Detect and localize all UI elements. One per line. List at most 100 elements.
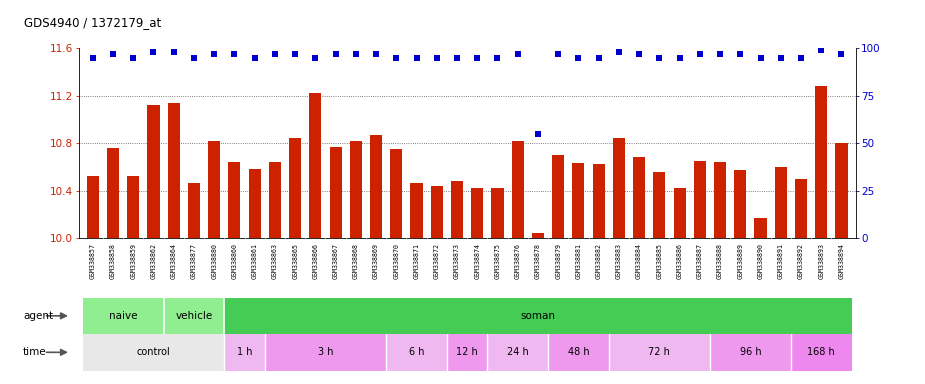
Point — [227, 51, 241, 57]
Text: GSM338865: GSM338865 — [292, 243, 298, 279]
Bar — [633, 157, 645, 238]
Text: 3 h: 3 h — [317, 347, 333, 358]
Bar — [265, 334, 387, 371]
Text: GSM338859: GSM338859 — [130, 243, 136, 279]
Text: GSM338857: GSM338857 — [90, 243, 96, 279]
Point — [672, 55, 687, 61]
Text: GSM338874: GSM338874 — [475, 243, 480, 279]
Point — [207, 51, 222, 57]
Text: GSM338890: GSM338890 — [758, 243, 763, 279]
Point — [388, 55, 403, 61]
Point — [308, 55, 323, 61]
Point — [591, 55, 606, 61]
Text: GSM338882: GSM338882 — [596, 243, 601, 279]
Text: GSM338879: GSM338879 — [555, 243, 561, 279]
Point — [753, 55, 768, 61]
Point — [733, 51, 747, 57]
Point — [429, 55, 444, 61]
Text: GSM338886: GSM338886 — [676, 243, 683, 279]
Text: GSM338884: GSM338884 — [636, 243, 642, 279]
Bar — [309, 93, 321, 238]
Text: GSM338861: GSM338861 — [252, 243, 258, 279]
Text: GSM338860: GSM338860 — [231, 243, 238, 279]
Bar — [147, 105, 160, 238]
Text: 96 h: 96 h — [740, 347, 761, 358]
Bar — [653, 172, 665, 238]
Point — [652, 55, 667, 61]
Bar — [450, 181, 463, 238]
Point — [470, 55, 485, 61]
Text: GSM338870: GSM338870 — [393, 243, 400, 279]
Text: 168 h: 168 h — [808, 347, 835, 358]
Point — [450, 55, 464, 61]
Bar — [815, 86, 827, 238]
Text: GSM338892: GSM338892 — [798, 243, 804, 279]
Text: 72 h: 72 h — [648, 347, 671, 358]
Text: GSM338873: GSM338873 — [454, 243, 460, 279]
Bar — [289, 138, 302, 238]
Bar — [795, 179, 807, 238]
Bar — [431, 186, 443, 238]
Bar — [390, 149, 402, 238]
Text: 48 h: 48 h — [568, 347, 589, 358]
Text: GSM338866: GSM338866 — [313, 243, 318, 279]
Bar — [208, 141, 220, 238]
Text: soman: soman — [521, 311, 555, 321]
Bar — [709, 334, 791, 371]
Point — [712, 51, 727, 57]
Text: GSM338885: GSM338885 — [657, 243, 662, 279]
Text: GSM338880: GSM338880 — [211, 243, 217, 279]
Point — [166, 49, 181, 55]
Bar — [107, 148, 119, 238]
Bar — [548, 334, 609, 371]
Point — [409, 55, 424, 61]
Point — [187, 55, 202, 61]
Bar — [694, 161, 706, 238]
Text: GSM338888: GSM338888 — [717, 243, 723, 279]
Bar — [128, 176, 140, 238]
Bar — [714, 162, 726, 238]
Bar — [224, 298, 852, 334]
Bar — [82, 334, 224, 371]
Text: GSM338876: GSM338876 — [514, 243, 521, 279]
Bar — [386, 334, 447, 371]
Point — [247, 55, 262, 61]
Bar — [835, 143, 847, 238]
Point — [794, 55, 808, 61]
Text: GSM338887: GSM338887 — [697, 243, 703, 279]
Bar — [734, 170, 746, 238]
Point — [571, 55, 586, 61]
Text: GSM338858: GSM338858 — [110, 243, 116, 279]
Text: GSM338878: GSM338878 — [535, 243, 541, 279]
Bar — [447, 334, 487, 371]
Text: GSM338883: GSM338883 — [616, 243, 622, 279]
Point — [267, 51, 282, 57]
Bar — [487, 334, 548, 371]
Text: GSM338868: GSM338868 — [352, 243, 359, 279]
Bar — [269, 162, 281, 238]
Bar — [512, 141, 524, 238]
Point — [85, 55, 100, 61]
Point — [814, 47, 829, 53]
Text: naive: naive — [109, 311, 138, 321]
Bar — [329, 147, 341, 238]
Point — [773, 55, 788, 61]
Bar — [164, 298, 224, 334]
Text: GSM338893: GSM338893 — [819, 243, 824, 279]
Text: time: time — [23, 347, 47, 358]
Bar — [228, 162, 240, 238]
Point — [328, 51, 343, 57]
Bar — [249, 169, 261, 238]
Text: GSM338891: GSM338891 — [778, 243, 783, 279]
Text: GSM338862: GSM338862 — [151, 243, 156, 279]
Bar — [350, 141, 362, 238]
Text: 1 h: 1 h — [237, 347, 253, 358]
Point — [531, 131, 546, 137]
Point — [693, 51, 708, 57]
Bar — [609, 334, 709, 371]
Bar — [774, 167, 787, 238]
Bar — [532, 233, 544, 238]
Text: GSM338881: GSM338881 — [575, 243, 582, 279]
Text: 24 h: 24 h — [507, 347, 528, 358]
Point — [632, 51, 647, 57]
